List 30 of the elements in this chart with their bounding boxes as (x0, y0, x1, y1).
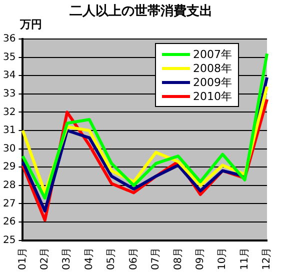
x-tick-label: 10月 (217, 247, 228, 270)
y-tick-label: 28 (2, 180, 16, 191)
legend-label: 2008年 (193, 60, 232, 76)
legend-label: 2009年 (193, 74, 232, 90)
x-tick-label: 06月 (128, 247, 140, 270)
legend-label: 2010年 (193, 88, 232, 104)
x-tick-label: 05月 (106, 247, 118, 270)
y-axis-title: 万円 (20, 17, 42, 32)
x-tick-label: 01月 (17, 247, 28, 270)
x-tick-label: 09月 (194, 247, 206, 270)
x-tick-label: 04月 (84, 247, 95, 270)
y-tick-label: 30 (2, 143, 16, 154)
x-tick-label: 03月 (62, 247, 73, 270)
x-tick-label: 07月 (150, 247, 162, 270)
y-tick-label: 33 (2, 88, 16, 100)
x-tick-label: 02月 (40, 247, 51, 270)
y-tick-label: 27 (2, 198, 16, 210)
y-tick-label: 35 (2, 52, 16, 63)
y-tick-label: 26 (2, 216, 16, 228)
y-tick-label: 32 (2, 106, 16, 118)
x-tick-label: 08月 (172, 247, 184, 270)
legend-label: 2007年 (193, 46, 232, 62)
x-tick-label: 12月 (262, 247, 273, 270)
y-tick-label: 34 (2, 70, 16, 82)
y-tick-label: 29 (2, 162, 16, 173)
y-tick-label: 25 (2, 234, 16, 246)
y-tick-label: 36 (2, 34, 16, 45)
x-tick-label: 11月 (239, 247, 250, 270)
y-tick-label: 31 (2, 125, 16, 136)
chart-title: 二人以上の世帯消費支出 (70, 4, 212, 19)
